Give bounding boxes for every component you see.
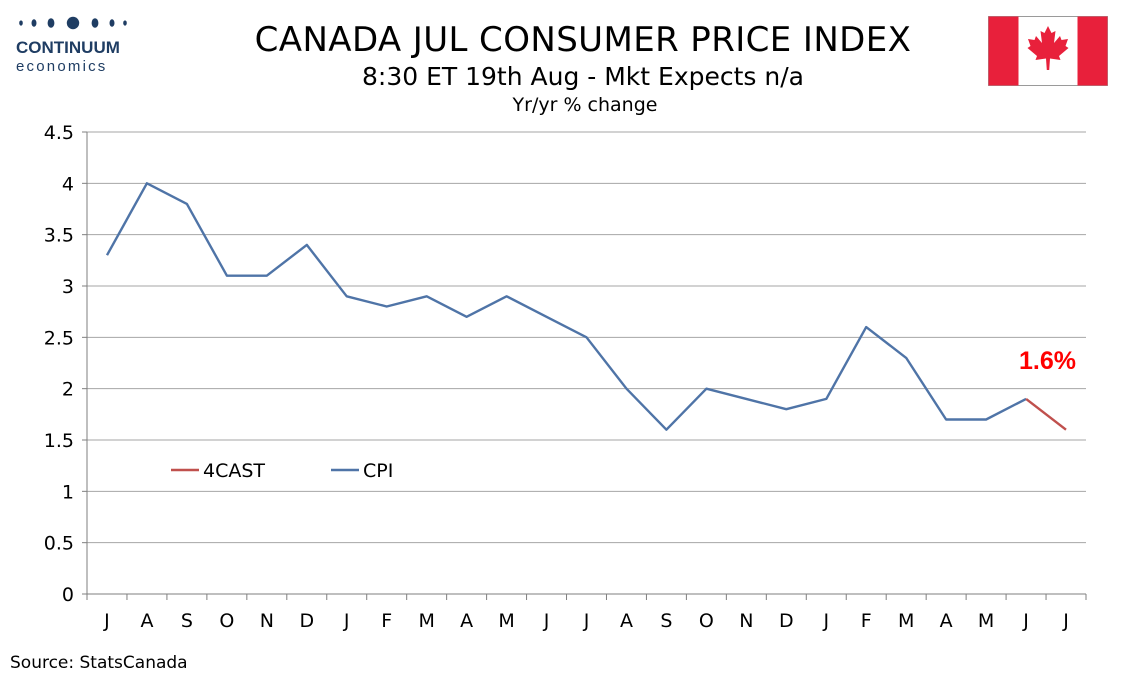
y-tick-label: 0.5 — [44, 533, 74, 555]
y-tick-label: 3.5 — [44, 225, 74, 247]
x-tick-label: N — [739, 610, 753, 632]
x-tick-label: A — [940, 610, 953, 632]
source-note: Source: StatsCanada — [10, 653, 188, 673]
x-tick-label: A — [620, 610, 633, 632]
x-tick-label: J — [343, 610, 350, 632]
x-tick-label: J — [543, 610, 550, 632]
y-tick-label: 0 — [62, 584, 74, 606]
x-tick-label: S — [660, 610, 672, 632]
y-tick-label: 3 — [62, 276, 74, 298]
chart-title: CANADA JUL CONSUMER PRICE INDEX — [254, 20, 912, 60]
legend: 4CAST CPI — [171, 460, 393, 482]
chart-subtitle: 8:30 ET 19th Aug - Mkt Expects n/a — [362, 62, 804, 91]
x-tick-label: F — [381, 610, 392, 632]
annotations: 1.6% — [1019, 347, 1076, 375]
x-tick-label: J — [1022, 610, 1029, 632]
logo-name: CONTINUUM — [16, 38, 120, 57]
forecast-annotation: 1.6% — [1019, 347, 1076, 375]
series-line-4cast — [1025, 397, 1067, 431]
series-line-cpi — [105, 182, 1027, 431]
x-tick-label: M — [978, 610, 994, 632]
y-tick-label: 4.5 — [44, 122, 74, 144]
legend-label-4cast: 4CAST — [203, 460, 265, 482]
series-lines — [105, 182, 1067, 431]
x-tick-label: M — [498, 610, 514, 632]
continuum-logo: CONTINUUM economics — [14, 12, 134, 76]
canada-flag-icon — [988, 16, 1108, 86]
x-tick-label: J — [103, 610, 110, 632]
legend-label-cpi: CPI — [363, 460, 393, 482]
y-tick-label: 1 — [62, 481, 74, 503]
x-tick-label: A — [460, 610, 473, 632]
x-tick-label: O — [699, 610, 714, 632]
x-tick-label: S — [181, 610, 193, 632]
x-tick-label: N — [260, 610, 274, 632]
logo-dots-icon — [19, 16, 127, 30]
x-tick-label: A — [140, 610, 153, 632]
y-tick-label: 4 — [62, 173, 74, 195]
x-tick-label: O — [219, 610, 234, 632]
y-tick-label: 1.5 — [44, 430, 74, 452]
x-tick-label: D — [299, 610, 314, 632]
x-tick-label: M — [898, 610, 914, 632]
logo-tagline: economics — [16, 58, 108, 75]
x-tick-label: F — [861, 610, 872, 632]
x-tick-label: J — [1062, 610, 1069, 632]
x-tick-label: M — [418, 610, 434, 632]
y-tick-label: 2 — [62, 379, 74, 401]
x-tick-label: J — [583, 610, 590, 632]
axes: 0 0.5 1 1.5 2 2.5 3 3.5 4 4.5 J A S O N D J F M A M J J A S O N D J F… — [44, 122, 1087, 632]
chart-units: Yr/yr % change — [512, 94, 658, 116]
x-tick-label: J — [822, 610, 829, 632]
y-tick-label: 2.5 — [44, 327, 74, 349]
x-tick-label: D — [779, 610, 794, 632]
